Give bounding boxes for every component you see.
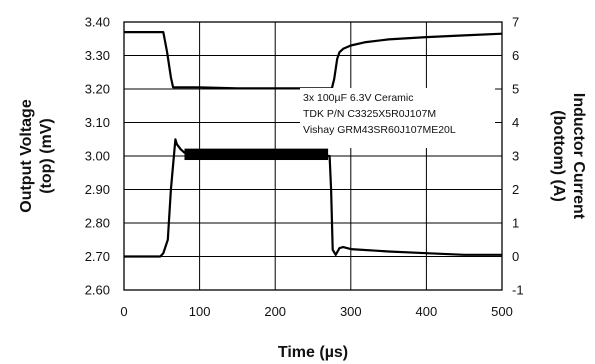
x-tick-label: 200 xyxy=(264,304,286,319)
y-left-tick-label: 2.90 xyxy=(85,182,110,197)
y-left-tick-label: 2.60 xyxy=(85,283,110,298)
y-left-tick-label: 3.20 xyxy=(85,82,110,97)
y-left-tick-label: 3.10 xyxy=(85,115,110,130)
x-tick-label: 100 xyxy=(189,304,211,319)
y-left-tick-label: 2.70 xyxy=(85,249,110,264)
annotation-line-2: TDK P/N C3325X5R0J107M xyxy=(303,108,436,120)
left-axis-title-line-2: (top) (mV) xyxy=(38,118,55,194)
x-tick-label: 300 xyxy=(340,304,362,319)
left-axis-title-line-1: Output Voltage xyxy=(18,99,35,213)
y-right-tick-label: 5 xyxy=(512,82,519,97)
y-right-tick-label: 6 xyxy=(512,48,519,63)
right-axis-title-line-2: (bottom) (A) xyxy=(550,110,567,202)
x-tick-label: 0 xyxy=(120,304,127,319)
y-left-tick-label: 3.00 xyxy=(85,149,110,164)
y-right-tick-label: 7 xyxy=(512,15,519,30)
annotation-line-3: Vishay GRM43SR60J107ME20L xyxy=(303,124,456,136)
left-axis-title: Output Voltage (top) (mV) xyxy=(18,99,55,213)
x-tick-label: 400 xyxy=(416,304,438,319)
current-ripple-band xyxy=(184,148,329,161)
y-left-tick-label: 3.40 xyxy=(85,15,110,30)
y-right-tick-label: 3 xyxy=(512,149,519,164)
y-right-tick-label: 0 xyxy=(512,249,519,264)
annotation-box xyxy=(300,88,495,148)
tick-label-layer: 0 100 200 300 400 500 2.60 2.70 2.80 2.90 3.00 3.10… xyxy=(85,15,524,320)
y-left-tick-label: 3.30 xyxy=(85,48,110,63)
right-axis-title: Inductor Current (bottom) (A) xyxy=(550,93,587,220)
y-right-tick-label: 1 xyxy=(512,216,519,231)
y-right-tick-label: 2 xyxy=(512,182,519,197)
y-left-tick-label: 2.80 xyxy=(85,216,110,231)
y-right-tick-label: 4 xyxy=(512,115,519,130)
x-tick-label: 500 xyxy=(491,304,513,319)
annotation-block: 3x 100µF 6.3V Ceramic TDK P/N C3325X5R0J… xyxy=(300,88,495,148)
x-axis-title: Time (µs) xyxy=(278,344,348,361)
right-axis-title-line-1: Inductor Current xyxy=(570,93,587,220)
annotation-line-1: 3x 100µF 6.3V Ceramic xyxy=(303,92,414,104)
y-right-tick-label: -1 xyxy=(512,283,524,298)
